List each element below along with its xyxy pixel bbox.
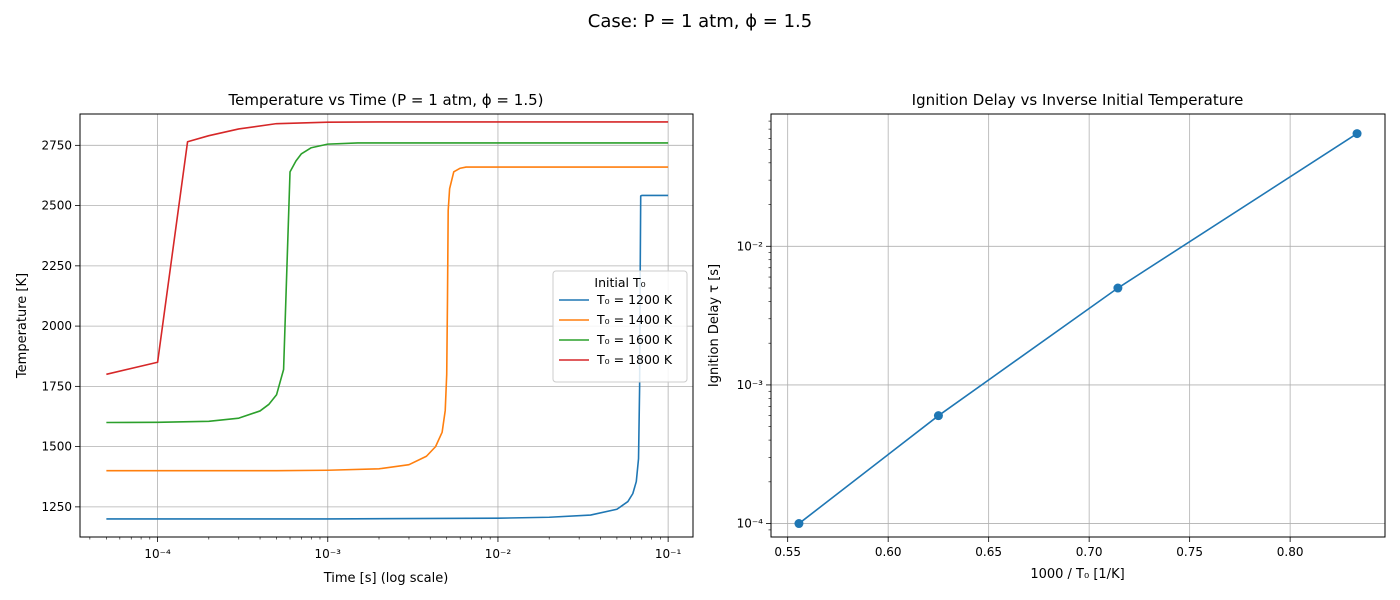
chart-left-series-line (106, 121, 669, 376)
chart-right-y-ticks: 10⁻⁴ 10⁻³ 10⁻² (737, 120, 771, 531)
chart-left-y-axis-label: Temperature [K] (15, 273, 30, 379)
chart-right-data-point (1352, 129, 1362, 139)
chart-right-x-tick-label: 0.70 (1076, 545, 1103, 559)
legend-frame (552, 270, 688, 383)
chart-right-x-tick-label: 0.65 (975, 545, 1002, 559)
chart-left-title: Temperature vs Time (P = 1 atm, ϕ = 1.5) (228, 91, 544, 109)
figure-suptitle: Case: P = 1 atm, ϕ = 1.5 (588, 11, 812, 32)
chart-right-data-point (794, 519, 804, 529)
chart-right-x-axis-label: 1000 / T₀ [1/K] (1030, 567, 1124, 582)
chart-left-series-line (106, 142, 669, 424)
chart-right-title: Ignition Delay vs Inverse Initial Temper… (912, 91, 1244, 109)
chart-left-y-tick-label: 1500 (41, 440, 72, 454)
chart-left-x-tick-label: 10⁻³ (315, 547, 342, 561)
chart-right-x-tick-label: 0.80 (1277, 545, 1304, 559)
chart-left-series-lines (106, 121, 669, 520)
chart-left-x-tick-label: 10⁻¹ (655, 547, 682, 561)
chart-right-x-tick-label: 0.55 (774, 545, 801, 559)
temperature-vs-time-chart: Temperature vs Time (P = 1 atm, ϕ = 1.5)… (15, 91, 694, 586)
chart-left-y-tick-label: 2000 (41, 319, 72, 333)
chart-left-x-tick-label: 10⁻² (485, 547, 512, 561)
chart-left-legend: Initial T₀ T₀ = 1200 K T₀ = 1400 K T₀ = 16… (552, 270, 688, 383)
chart-left-y-tick-label: 2250 (41, 259, 72, 273)
chart-right-x-tick-label: 0.75 (1176, 545, 1203, 559)
chart-right-y-axis-label: Ignition Delay τ [s] (707, 264, 722, 387)
legend-entries: T₀ = 1200 K T₀ = 1400 K T₀ = 1600 K T₀ = 18… (559, 292, 673, 367)
chart-left-x-axis-label: Time [s] (log scale) (323, 571, 449, 586)
chart-left-y-tick-label: 2750 (41, 138, 72, 152)
chart-right-data-point (933, 411, 943, 421)
legend-entry-label: T₀ = 1800 K (596, 352, 673, 367)
legend-entry-label: T₀ = 1600 K (596, 332, 673, 347)
chart-left-x-tick-label: 10⁻⁴ (144, 547, 171, 561)
legend-entry-label: T₀ = 1200 K (596, 292, 673, 307)
chart-right-grid (771, 114, 1385, 537)
chart-right-plot-frame (770, 113, 1386, 538)
chart-left-grid (80, 114, 693, 537)
chart-right-x-ticks: 0.55 0.60 0.65 0.70 0.75 0.80 (774, 537, 1303, 559)
ignition-delay-chart: Ignition Delay vs Inverse Initial Temper… (707, 91, 1386, 582)
chart-left-y-tick-label: 2500 (41, 199, 72, 213)
chart-left-y-tick-label: 1250 (41, 500, 72, 514)
chart-left-y-tick-label: 1750 (41, 379, 72, 393)
chart-right-y-tick-label: 10⁻⁴ (737, 517, 764, 531)
chart-right-data-point (1113, 283, 1123, 293)
chart-left-series-line (106, 166, 669, 472)
legend-title: Initial T₀ (594, 275, 645, 290)
chart-right-series-line (798, 132, 1358, 525)
chart-right-y-tick-label: 10⁻³ (737, 378, 764, 392)
chart-left-series-line (106, 194, 669, 520)
chart-left-x-ticks: 10⁻⁴ 10⁻³ 10⁻² 10⁻¹ (89, 537, 682, 561)
chart-right-x-tick-label: 0.60 (875, 545, 902, 559)
chart-left-y-ticks: 1250 1500 1750 2000 2250 2500 2750 (41, 138, 80, 514)
chart-right-y-tick-label: 10⁻² (737, 239, 764, 253)
chart-right-points (794, 129, 1362, 529)
chart-left-plot-frame (79, 113, 694, 538)
legend-entry-label: T₀ = 1400 K (596, 312, 673, 327)
chart-right-series-lines (798, 132, 1358, 525)
